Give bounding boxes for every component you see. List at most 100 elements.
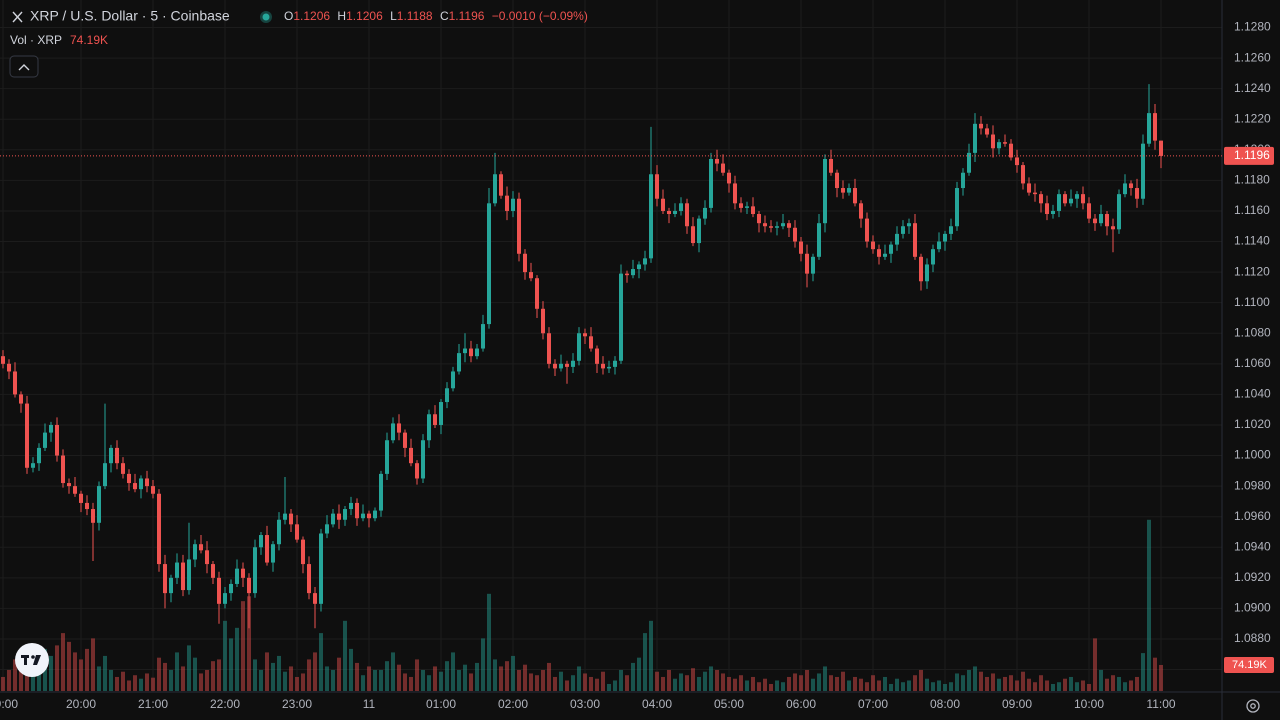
- candle-body: [43, 432, 47, 448]
- volume-bar: [781, 682, 785, 691]
- candle-body: [445, 388, 449, 403]
- candle-body: [163, 564, 167, 594]
- candle-body: [517, 198, 521, 254]
- tv-logo[interactable]: [15, 643, 49, 677]
- settings-icon[interactable]: [1246, 699, 1260, 713]
- y-tick-label: 1.0900: [1234, 601, 1271, 615]
- candle-body: [661, 198, 665, 211]
- x-tick-label: 06:00: [786, 697, 816, 711]
- volume-bar: [553, 676, 557, 691]
- candle-body: [241, 568, 245, 578]
- volume-bar: [697, 676, 701, 691]
- x-tick-label: 04:00: [642, 697, 672, 711]
- volume-bar: [421, 669, 425, 691]
- volume-bar: [481, 638, 485, 691]
- candle-body: [907, 223, 911, 227]
- volume-bar: [547, 662, 551, 691]
- volume-bar: [67, 641, 71, 691]
- candle-body: [457, 353, 461, 372]
- candle-body: [181, 562, 185, 591]
- x-tick-label: 21:00: [138, 697, 168, 711]
- candle-body: [427, 414, 431, 441]
- y-tick-label: 1.1080: [1234, 325, 1271, 339]
- volume-bar: [289, 666, 293, 691]
- volume-bar: [73, 652, 77, 691]
- symbol-title[interactable]: XRP / U.S. Dollar · 5 · Coinbase: [30, 8, 230, 24]
- volume-bar: [1009, 675, 1013, 691]
- candle-body: [499, 174, 503, 196]
- volume-bar: [85, 648, 89, 691]
- volume-bar: [355, 662, 359, 691]
- volume-bar: [505, 661, 509, 691]
- volume-bar: [643, 633, 647, 691]
- volume-bar: [793, 673, 797, 691]
- volume-bar: [1111, 675, 1115, 691]
- candle-body: [283, 513, 287, 520]
- volume-bar: [769, 683, 773, 691]
- candle-body: [1015, 157, 1019, 166]
- volume-bar: [949, 682, 953, 691]
- y-tick-label: 1.0980: [1234, 478, 1271, 492]
- candle-body: [763, 223, 767, 227]
- market-status-dot: [262, 13, 270, 21]
- volume-bar: [691, 668, 695, 691]
- volume-bar: [715, 669, 719, 691]
- volume-bar: [283, 671, 287, 691]
- candle-body: [505, 195, 509, 211]
- volume-bar: [889, 683, 893, 691]
- volume-bar: [673, 678, 677, 691]
- volume-bar: [577, 666, 581, 691]
- volume-bar: [835, 676, 839, 691]
- candle-body: [841, 188, 845, 193]
- volume-bar: [37, 662, 41, 691]
- candle-body: [715, 158, 719, 164]
- volume-bar: [973, 666, 977, 691]
- volume-bar: [307, 659, 311, 691]
- candle-body: [613, 360, 617, 367]
- volume-bar: [1021, 671, 1025, 691]
- volume-bar: [301, 673, 305, 691]
- volume-bar: [1, 676, 5, 691]
- candle-body: [289, 513, 293, 525]
- volume-bar: [517, 669, 521, 691]
- volume-bar: [859, 678, 863, 691]
- candle-body: [787, 223, 791, 228]
- close-label: C: [440, 9, 449, 23]
- candle-body: [1027, 183, 1031, 193]
- candle-body: [391, 423, 395, 441]
- volume-bar: [979, 671, 983, 691]
- volume-bar: [829, 675, 833, 691]
- volume-tag: [1224, 656, 1274, 673]
- collapse-button[interactable]: [9, 55, 39, 78]
- candle-body: [727, 172, 731, 184]
- volume-bar: [1063, 678, 1067, 691]
- volume-bar: [583, 673, 587, 691]
- candle-body: [601, 363, 605, 369]
- y-tick-label: 1.0940: [1234, 539, 1271, 553]
- candle-body: [187, 559, 191, 591]
- volume-bar: [235, 627, 239, 691]
- candle-body: [223, 593, 227, 604]
- x-tick-label: 08:00: [930, 697, 960, 711]
- volume-bar: [103, 655, 107, 691]
- candle-body: [757, 214, 761, 224]
- low-label: L: [390, 9, 397, 23]
- volume-bar: [1159, 664, 1163, 691]
- candle-body: [307, 564, 311, 594]
- high-label: H: [337, 9, 346, 23]
- volume-bar: [151, 677, 155, 691]
- y-tick-label: 1.0960: [1234, 509, 1271, 523]
- volume-bar: [1081, 680, 1085, 691]
- y-tick-label: 1.0920: [1234, 570, 1271, 584]
- candle-body: [1135, 188, 1139, 199]
- candle-body: [823, 158, 827, 224]
- volume-bar: [775, 680, 779, 691]
- candle-body: [13, 371, 17, 395]
- volume-bar: [1141, 653, 1145, 691]
- candle-body: [925, 264, 929, 282]
- volume-bar: [439, 671, 443, 691]
- candle-body: [409, 447, 413, 464]
- volume-bar: [127, 680, 131, 691]
